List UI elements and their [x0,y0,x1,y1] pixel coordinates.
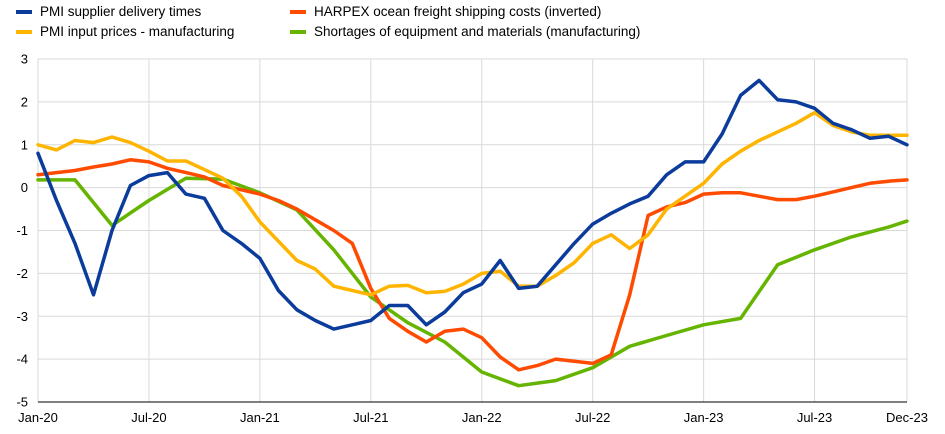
y-tick-label: -2 [16,266,28,281]
legend: PMI supplier delivery times PMI input pr… [0,0,945,50]
y-tick-label: 2 [21,94,28,109]
series-line-1 [36,110,909,297]
legend-swatch-pmi-input-prices [16,29,32,34]
legend-label-shortages: Shortages of equipment and materials (ma… [314,24,641,39]
legend-swatch-pmi-delivery [16,9,32,14]
x-tick-label: Jan-22 [462,410,502,425]
legend-label-pmi-delivery: PMI supplier delivery times [40,4,202,19]
x-tick-label: Jul-21 [353,410,388,425]
x-tick-label: Jul-22 [575,410,610,425]
y-tick-label: -1 [16,223,28,238]
y-tick-label: 1 [21,137,28,152]
y-tick-label: -5 [16,395,28,410]
x-tick-label: Jan-20 [18,410,58,425]
y-tick-label: 0 [21,180,28,195]
legend-swatch-shortages [290,29,306,34]
y-tick-label: 3 [21,52,28,67]
x-tick-label: Jul-23 [797,410,832,425]
legend-item-harpex: HARPEX ocean freight shipping costs (inv… [290,4,601,19]
legend-label-pmi-input-prices: PMI input prices - manufacturing [40,24,235,39]
series-line-3 [36,176,909,388]
legend-item-shortages: Shortages of equipment and materials (ma… [290,24,640,39]
series-lines [36,78,909,388]
legend-swatch-harpex [290,9,306,14]
x-tick-label: Jan-23 [684,410,724,425]
y-axis-tick-labels: 3 2 1 0 -1 -2 -3 -4 -5 [16,52,28,410]
legend-item-pmi-delivery: PMI supplier delivery times [16,4,201,19]
y-tick-label: -3 [16,309,28,324]
x-tick-label: Jan-21 [240,410,280,425]
x-tick-label: Jul-20 [131,410,166,425]
gridlines [37,58,908,402]
series-line-0 [36,78,909,331]
legend-label-harpex: HARPEX ocean freight shipping costs (inv… [314,4,602,19]
x-axis-tick-labels: Jan-20 Jul-20 Jan-21 Jul-21 Jan-22 Jul-22 Jan-… [18,410,928,425]
legend-item-pmi-input-prices: PMI input prices - manufacturing [16,24,234,39]
x-tick-label: Dec-23 [886,410,928,425]
series-line-2 [36,158,909,372]
y-tick-label: -4 [16,352,28,367]
